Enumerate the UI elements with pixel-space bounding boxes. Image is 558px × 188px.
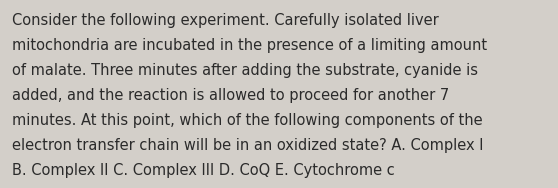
Text: electron transfer chain will be in an oxidized state? A. Complex I: electron transfer chain will be in an ox… [12,138,484,153]
Text: added, and the reaction is allowed to proceed for another 7: added, and the reaction is allowed to pr… [12,88,450,103]
Text: Consider the following experiment. Carefully isolated liver: Consider the following experiment. Caref… [12,13,439,28]
Text: B. Complex II C. Complex III D. CoQ E. Cytochrome c: B. Complex II C. Complex III D. CoQ E. C… [12,163,395,178]
Text: minutes. At this point, which of the following components of the: minutes. At this point, which of the fol… [12,113,483,128]
Text: mitochondria are incubated in the presence of a limiting amount: mitochondria are incubated in the presen… [12,38,487,53]
Text: of malate. Three minutes after adding the substrate, cyanide is: of malate. Three minutes after adding th… [12,63,478,78]
